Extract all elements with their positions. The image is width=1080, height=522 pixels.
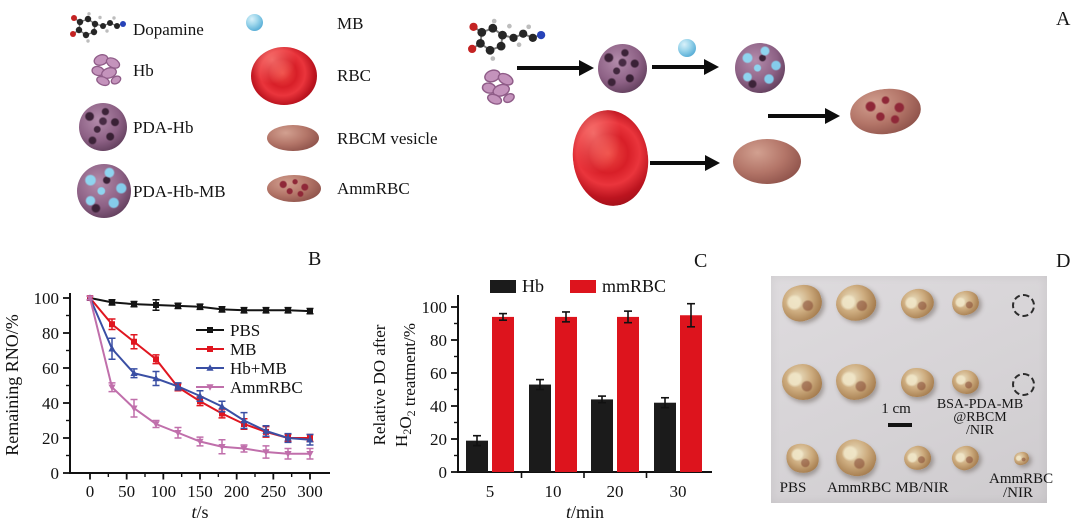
rbcm-vesicle-icon bbox=[267, 125, 319, 151]
tumor-blob bbox=[948, 287, 982, 319]
svg-text:AmmRBC: AmmRBC bbox=[230, 378, 303, 397]
scheme-hb-icon bbox=[481, 69, 515, 105]
svg-text:t/min: t/min bbox=[566, 502, 604, 522]
tumor-blob bbox=[777, 279, 827, 327]
tumor-blob bbox=[1011, 449, 1031, 467]
svg-text:80: 80 bbox=[430, 331, 447, 350]
tumor-blob bbox=[900, 367, 934, 397]
legend-label-rbc: RBC bbox=[337, 66, 372, 85]
svg-text:PBS: PBS bbox=[230, 321, 260, 340]
svg-text:Hb: Hb bbox=[522, 276, 544, 296]
tumor-blob bbox=[831, 279, 881, 327]
treatment-annotation: BSA-PDA-MB @RBCM /NIR bbox=[928, 397, 1032, 438]
svg-text:10: 10 bbox=[545, 482, 562, 501]
scheme-ammrbc-icon bbox=[847, 84, 924, 139]
legend-label-rbcm-vesicle: RBCM vesicle bbox=[337, 129, 438, 148]
eliminated-tumor-marker bbox=[1011, 372, 1035, 396]
svg-text:100: 100 bbox=[422, 298, 448, 317]
tumor-blob bbox=[897, 284, 937, 322]
group-label-mb-nir: MB/NIR bbox=[895, 480, 949, 496]
svg-text:Relative DO after: Relative DO after bbox=[370, 324, 389, 445]
tumor-blob bbox=[951, 369, 979, 395]
svg-text:30: 30 bbox=[670, 482, 687, 501]
ammrbc-nir-line-2: /NIR bbox=[1003, 485, 1033, 501]
tumor-blob bbox=[836, 364, 876, 400]
svg-text:200: 200 bbox=[224, 482, 250, 501]
tumor-blob bbox=[948, 442, 982, 474]
svg-text:300: 300 bbox=[297, 482, 323, 501]
svg-text:Remaining RNO/%: Remaining RNO/% bbox=[2, 314, 22, 456]
scheme-arrow-2 bbox=[652, 65, 704, 69]
legend-label-pda-hb: PDA-Hb bbox=[133, 118, 194, 137]
annotation-line-1: BSA-PDA-MB bbox=[936, 397, 1024, 412]
svg-text:0: 0 bbox=[51, 464, 60, 483]
svg-text:100: 100 bbox=[151, 482, 177, 501]
mb-icon bbox=[246, 14, 263, 31]
svg-text:mmRBC: mmRBC bbox=[602, 276, 666, 296]
svg-text:0: 0 bbox=[439, 463, 448, 482]
svg-text:100: 100 bbox=[34, 289, 60, 308]
svg-text:20: 20 bbox=[607, 482, 624, 501]
svg-text:50: 50 bbox=[118, 482, 135, 501]
eliminated-tumor-marker bbox=[1011, 293, 1035, 317]
svg-text:60: 60 bbox=[42, 359, 59, 378]
legend-label-ammrbc: AmmRBC bbox=[337, 179, 410, 198]
tumor-photo: 1 cm BSA-PDA-MB @RBCM /NIR PBS AmmRBC MB… bbox=[771, 276, 1054, 503]
svg-text:150: 150 bbox=[187, 482, 213, 501]
svg-text:40: 40 bbox=[430, 397, 447, 416]
scheme-mb-icon bbox=[678, 39, 696, 57]
group-label-ammrbc: AmmRBC bbox=[827, 480, 892, 496]
tumor-blob bbox=[900, 442, 934, 474]
svg-text:5: 5 bbox=[486, 482, 495, 501]
annotation-line-2: @RBCM bbox=[953, 410, 1007, 425]
group-label-pbs: PBS bbox=[779, 480, 807, 496]
ammrbc-nir-line-1: AmmRBC bbox=[989, 471, 1054, 487]
scheme-rbc-icon bbox=[566, 105, 655, 211]
annotation-line-3: /NIR bbox=[966, 423, 994, 438]
svg-text:Hb+MB: Hb+MB bbox=[230, 359, 287, 378]
ammrbc-icon bbox=[267, 175, 321, 202]
scale-bar-label: 1 cm bbox=[881, 401, 911, 417]
svg-text:H2O2 treatment/%: H2O2 treatment/% bbox=[392, 323, 419, 447]
scheme-arrow-1 bbox=[517, 66, 579, 70]
dopamine-icon bbox=[70, 12, 126, 43]
svg-text:40: 40 bbox=[42, 394, 59, 413]
legend-label-mb: MB bbox=[337, 14, 364, 33]
scheme-arrow-3 bbox=[650, 161, 705, 165]
do-bar-chart: 0 20 40 60 80 100 5 10 20 30 Relative DO after H2O2… bbox=[370, 276, 712, 522]
panel-a-label: A bbox=[1056, 8, 1071, 30]
tumor-blob bbox=[782, 439, 822, 477]
panel-b-label: B bbox=[308, 248, 322, 270]
svg-text:60: 60 bbox=[430, 364, 447, 383]
svg-text:20: 20 bbox=[42, 429, 59, 448]
scale-bar bbox=[888, 423, 912, 427]
svg-text:MB: MB bbox=[230, 340, 256, 359]
tumor-blob bbox=[781, 363, 823, 401]
group-label-ammrbc-nir: AmmRBC /NIR bbox=[989, 471, 1054, 501]
tumor-blob bbox=[831, 434, 881, 482]
scheme-dopamine-icon bbox=[468, 18, 546, 61]
rbc-icon bbox=[251, 47, 317, 105]
legend-label-hb: Hb bbox=[133, 61, 154, 80]
legend-label-pda-hb-mb: PDA-Hb-MB bbox=[133, 182, 226, 201]
hb-icon bbox=[91, 54, 122, 87]
svg-text:t/s: t/s bbox=[191, 502, 208, 522]
panel-c-label: C bbox=[694, 250, 708, 272]
scheme-rbcm-vesicle-icon bbox=[733, 139, 801, 184]
scheme-pda-hb-mb-icon bbox=[735, 43, 785, 93]
scheme-arrow-4 bbox=[768, 114, 825, 118]
scheme-pda-hb-icon bbox=[598, 44, 647, 93]
svg-text:20: 20 bbox=[430, 430, 447, 449]
svg-text:250: 250 bbox=[261, 482, 287, 501]
svg-text:0: 0 bbox=[86, 482, 95, 501]
svg-text:80: 80 bbox=[42, 324, 59, 343]
pda-hb-mb-icon bbox=[77, 164, 131, 218]
legend-label-dopamine: Dopamine bbox=[133, 20, 204, 39]
panel-d-label: D bbox=[1056, 250, 1071, 272]
rno-line-chart: 0 20 40 60 80 100 0 50 100 150 200 250 300 Remaining … bbox=[2, 289, 330, 522]
pda-hb-icon bbox=[79, 103, 127, 151]
